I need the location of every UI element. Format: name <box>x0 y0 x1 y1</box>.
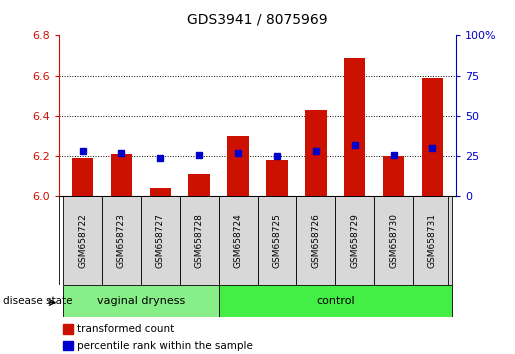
Bar <box>219 285 452 317</box>
Bar <box>383 156 404 196</box>
Bar <box>266 160 288 196</box>
Bar <box>227 136 249 196</box>
Text: GSM658730: GSM658730 <box>389 213 398 268</box>
Bar <box>150 188 171 196</box>
Bar <box>374 196 413 285</box>
Text: GSM658726: GSM658726 <box>311 213 320 268</box>
Text: GDS3941 / 8075969: GDS3941 / 8075969 <box>187 12 328 27</box>
Bar <box>219 196 258 285</box>
Text: GSM658725: GSM658725 <box>272 213 281 268</box>
Bar <box>335 196 374 285</box>
Text: GSM658727: GSM658727 <box>156 213 165 268</box>
Bar <box>258 196 296 285</box>
Text: vaginal dryness: vaginal dryness <box>97 296 185 306</box>
Text: GSM658729: GSM658729 <box>350 213 359 268</box>
Text: GSM658728: GSM658728 <box>195 213 204 268</box>
Bar <box>296 196 335 285</box>
Bar <box>188 174 210 196</box>
Bar <box>422 78 443 196</box>
Text: GSM658722: GSM658722 <box>78 213 87 268</box>
Bar <box>63 196 102 285</box>
Text: transformed count: transformed count <box>77 324 174 334</box>
Bar <box>63 324 73 333</box>
Bar <box>413 196 452 285</box>
Text: GSM658724: GSM658724 <box>234 213 243 268</box>
Bar <box>305 110 327 196</box>
Bar <box>141 196 180 285</box>
Bar <box>344 58 365 196</box>
Text: control: control <box>316 296 354 306</box>
Bar <box>111 154 132 196</box>
Text: percentile rank within the sample: percentile rank within the sample <box>77 341 253 350</box>
Bar <box>180 196 219 285</box>
Bar <box>102 196 141 285</box>
Bar <box>63 285 219 317</box>
Text: GSM658731: GSM658731 <box>428 213 437 268</box>
Text: disease state: disease state <box>3 296 72 306</box>
Bar <box>63 341 73 350</box>
Bar <box>72 158 93 196</box>
Text: GSM658723: GSM658723 <box>117 213 126 268</box>
